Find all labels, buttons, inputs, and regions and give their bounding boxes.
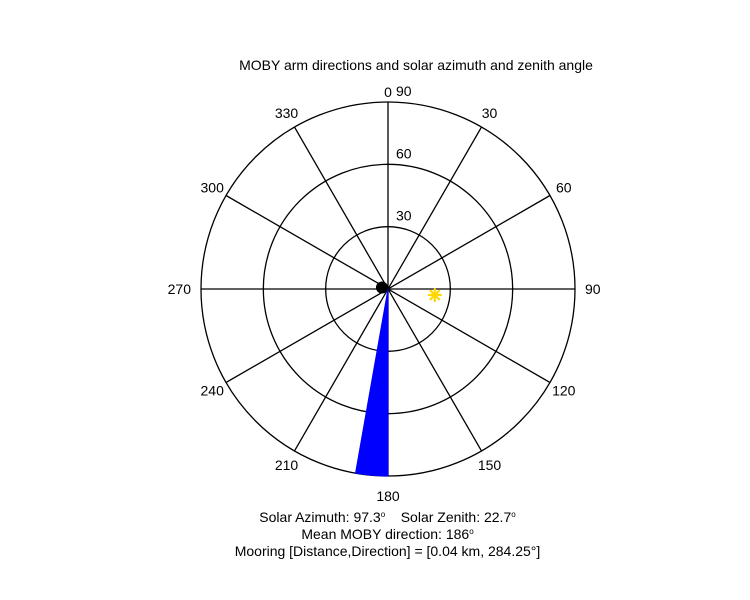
angle-tick-label-120: 120 [552, 383, 576, 399]
solar-zenith-value: 22.7 [483, 509, 512, 525]
angle-tick-label-150: 150 [478, 457, 502, 473]
radial-tick-label-60: 60 [396, 145, 412, 161]
moby-arm-wedge [354, 288, 389, 477]
sun-core [431, 291, 438, 298]
axis-labels: 0 30 60 90 120 150 180 210 240 270 300 330 30 60 90 [168, 83, 601, 504]
mean-direction-caption: Mean MOBY direction: 186o [0, 526, 750, 543]
angle-tick-label-270: 270 [168, 281, 192, 297]
solar-angles-caption: Solar Azimuth: 97.3o Solar Zenith: 22.7o [0, 509, 750, 526]
angle-tick-label-240: 240 [201, 383, 225, 399]
chart-title: MOBY arm directions and solar azimuth an… [239, 57, 593, 73]
angle-tick-label-90: 90 [585, 281, 601, 297]
angle-tick-label-60: 60 [556, 180, 572, 196]
solar-azimuth-value: 97.3 [353, 509, 381, 525]
solar-azimuth-label: Solar Azimuth: [259, 509, 350, 525]
angle-tick-label-330: 330 [275, 105, 299, 121]
chart-marks [354, 281, 442, 477]
mooring-marker [375, 281, 388, 294]
mean-direction-value: 186 [445, 526, 470, 542]
angle-tick-label-300: 300 [201, 180, 225, 196]
mean-direction-label: Mean MOBY direction: [301, 526, 442, 542]
sun-marker [427, 287, 442, 303]
angle-tick-label-210: 210 [275, 457, 299, 473]
degree-symbol: o [380, 510, 386, 519]
mooring-caption: Mooring [Distance,Direction] = [0.04 km,… [234, 543, 541, 559]
degree-symbol: o [469, 527, 474, 536]
degree-symbol: o [511, 510, 516, 519]
angle-tick-label-0: 0 [384, 84, 392, 100]
angle-tick-label-30: 30 [482, 105, 498, 121]
radial-tick-label-90: 90 [396, 83, 412, 99]
radial-tick-label-30: 30 [396, 208, 412, 224]
solar-zenith-label: Solar Zenith: [400, 509, 481, 525]
angle-tick-label-180: 180 [376, 488, 400, 504]
